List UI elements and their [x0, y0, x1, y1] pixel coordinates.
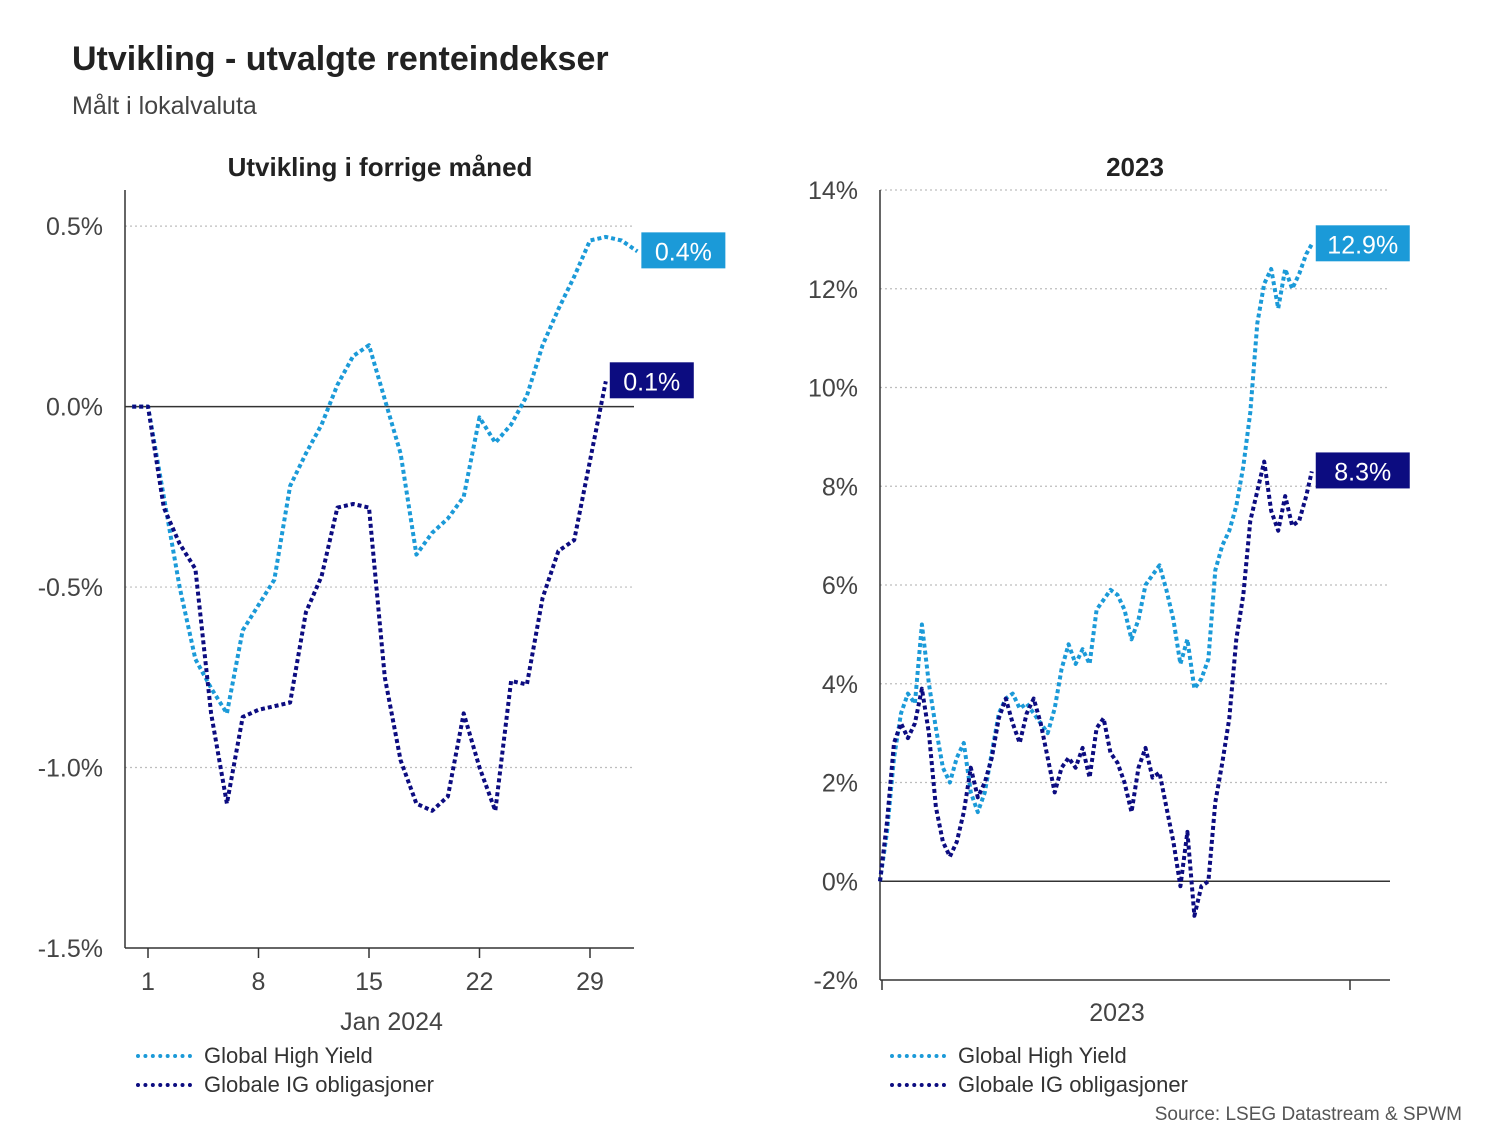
left-y-tick-label: 0.0%	[46, 394, 103, 422]
left-end-label-ig: 0.1%	[623, 368, 680, 396]
right-y-tick-label: 0%	[822, 868, 858, 896]
right-chart-title: 2023	[1106, 152, 1164, 182]
left-end-label-bg-high-yield	[641, 232, 726, 269]
legend-item-high-yield: Global High Yield	[890, 1041, 1188, 1070]
legend-label-ig: Globale IG obligasjoner	[958, 1071, 1188, 1097]
right-y-tick-label: 2%	[822, 770, 858, 798]
legend-swatch-high-yield	[890, 1053, 946, 1058]
page-subtitle: Målt i lokalvaluta	[72, 92, 257, 120]
right-series-ig	[878, 459, 1314, 918]
right-end-label-ig: 8.3%	[1334, 458, 1391, 486]
legend-label-high-yield: Global High Yield	[204, 1042, 373, 1068]
left-y-tick-label: -1.0%	[38, 755, 103, 783]
left-x-tick-label: 22	[466, 968, 494, 996]
legend-item-high-yield: Global High Yield	[136, 1041, 434, 1070]
legend-item-ig: Globale IG obligasjoner	[136, 1070, 434, 1099]
right-legend: Global High Yield Globale IG obligasjone…	[890, 1041, 1188, 1099]
right-y-tick-label: 14%	[808, 177, 858, 205]
source-note: Source: LSEG Datastream & SPWM	[1154, 1104, 1462, 1125]
legend-label-ig: Globale IG obligasjoner	[204, 1071, 434, 1097]
right-end-label-high-yield: 12.9%	[1327, 231, 1398, 259]
left-y-tick-label: -1.5%	[38, 935, 103, 963]
left-x-tick-label: 15	[355, 968, 383, 996]
left-series-high-yield	[132, 234, 639, 716]
left-y-tick-label: -0.5%	[38, 574, 103, 602]
left-x-axis-label: Jan 2024	[340, 1008, 443, 1036]
left-chart-title: Utvikling i forrige måned	[227, 152, 533, 182]
right-y-tick-label: 12%	[808, 276, 858, 304]
legend-swatch-ig	[890, 1082, 946, 1087]
left-end-label-bg-ig	[609, 362, 694, 399]
right-y-tick-label: 4%	[822, 671, 858, 699]
right-y-tick-label: 10%	[808, 375, 858, 403]
right-y-tick-label: -2%	[814, 967, 858, 995]
right-end-label-bg-ig	[1315, 452, 1410, 489]
legend-swatch-high-yield	[136, 1053, 192, 1058]
left-series-ig	[132, 380, 608, 813]
left-x-tick-label: 1	[141, 968, 155, 996]
right-y-tick-label: 6%	[822, 572, 858, 600]
left-legend: Global High Yield Globale IG obligasjone…	[136, 1041, 434, 1099]
right-y-tick-label: 8%	[822, 473, 858, 501]
right-series-high-yield	[878, 243, 1314, 882]
left-x-tick-label: 8	[252, 968, 266, 996]
right-end-label-bg-high-yield	[1315, 225, 1410, 262]
legend-swatch-ig	[136, 1082, 192, 1087]
right-x-axis-label: 2023	[1089, 999, 1145, 1027]
legend-item-ig: Globale IG obligasjoner	[890, 1070, 1188, 1099]
left-end-label-high-yield: 0.4%	[655, 238, 712, 266]
left-x-tick-label: 29	[576, 968, 604, 996]
page-title: Utvikling - utvalgte renteindekser	[72, 40, 609, 78]
left-y-tick-label: 0.5%	[46, 213, 103, 241]
legend-label-high-yield: Global High Yield	[958, 1042, 1127, 1068]
